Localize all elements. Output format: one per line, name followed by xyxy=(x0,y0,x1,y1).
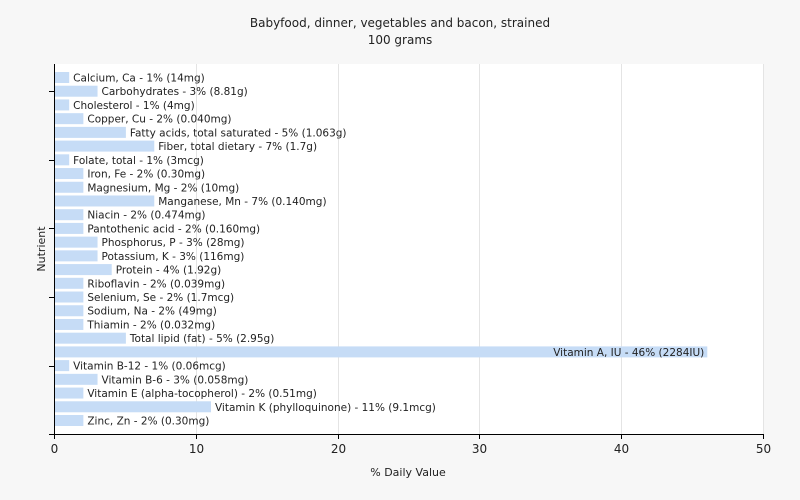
bar xyxy=(55,126,126,138)
bar xyxy=(55,387,84,399)
bar-label: Pantothenic acid - 2% (0.160mg) xyxy=(87,223,260,235)
bar xyxy=(55,85,98,97)
bar xyxy=(55,250,98,262)
bar xyxy=(55,195,155,207)
bar-label: Sodium, Na - 2% (49mg) xyxy=(87,306,216,318)
bar xyxy=(55,415,84,426)
bar xyxy=(55,291,84,303)
bar-label: Vitamin B-12 - 1% (0.06mcg) xyxy=(73,361,226,373)
bar-label: Vitamin E (alpha-tocopherol) - 2% (0.51m… xyxy=(87,388,316,400)
bar-label: Copper, Cu - 2% (0.040mg) xyxy=(87,114,231,126)
x-tick-label: 40 xyxy=(614,442,629,456)
bar xyxy=(55,264,112,276)
bar xyxy=(55,346,708,358)
bar xyxy=(55,360,70,372)
bar xyxy=(55,305,84,317)
grid-lines xyxy=(196,64,764,434)
bar xyxy=(55,181,84,193)
bar-label: Riboflavin - 2% (0.039mg) xyxy=(87,278,225,290)
x-tick-label: 30 xyxy=(472,442,487,456)
bar-label: Fatty acids, total saturated - 5% (1.063… xyxy=(130,127,347,139)
bar-label: Magnesium, Mg - 2% (10mg) xyxy=(87,182,239,194)
bar-label: Cholesterol - 1% (4mg) xyxy=(73,100,194,112)
bar xyxy=(55,318,84,330)
bar-label: Iron, Fe - 2% (0.30mg) xyxy=(87,169,205,181)
chart-subtitle: 100 grams xyxy=(368,33,433,47)
chart-title: Babyfood, dinner, vegetables and bacon, … xyxy=(250,16,550,30)
bar-label: Phosphorus, P - 3% (28mg) xyxy=(102,237,245,249)
bar xyxy=(55,99,70,111)
bar-label: Vitamin K (phylloquinone) - 11% (9.1mcg) xyxy=(215,402,436,414)
bars xyxy=(55,72,708,426)
bar xyxy=(55,236,98,248)
bar-label: Potassium, K - 3% (116mg) xyxy=(102,251,245,263)
bar xyxy=(55,72,70,83)
bar xyxy=(55,401,211,413)
x-tick-label: 10 xyxy=(189,442,204,456)
bar-label: Protein - 4% (1.92g) xyxy=(116,265,222,277)
bar xyxy=(55,140,155,152)
bar-label: Carbohydrates - 3% (8.81g) xyxy=(102,86,248,98)
bar-label: Vitamin A, IU - 46% (2284IU) xyxy=(553,347,704,359)
x-tick-label: 20 xyxy=(331,442,346,456)
bar-label: Vitamin B-6 - 3% (0.058mg) xyxy=(102,374,249,386)
bar xyxy=(55,154,70,166)
bar-label: Thiamin - 2% (0.032mg) xyxy=(86,319,215,331)
bar-label: Folate, total - 1% (3mcg) xyxy=(73,155,204,167)
x-tick-label: 50 xyxy=(756,442,771,456)
plot-area xyxy=(54,64,763,434)
bar xyxy=(55,222,84,234)
bar xyxy=(55,168,84,180)
bar xyxy=(55,113,84,125)
y-axis-label: Nutrient xyxy=(35,226,48,272)
axes: 0 10 20 30 40 50 xyxy=(49,64,771,456)
bar xyxy=(55,332,126,344)
bar-label: Calcium, Ca - 1% (14mg) xyxy=(73,73,205,85)
bar-label: Fiber, total dietary - 7% (1.7g) xyxy=(158,141,317,153)
bar-labels: Calcium, Ca - 1% (14mg)Carbohydrates - 3… xyxy=(73,73,704,428)
bar xyxy=(55,277,84,289)
bar xyxy=(55,373,98,385)
bar-label: Zinc, Zn - 2% (0.30mg) xyxy=(87,416,209,428)
bar-label: Manganese, Mn - 7% (0.140mg) xyxy=(158,196,326,208)
bar xyxy=(55,209,84,221)
x-tick-label: 0 xyxy=(51,442,59,456)
x-axis-label: % Daily Value xyxy=(370,466,446,479)
bar-label: Total lipid (fat) - 5% (2.95g) xyxy=(129,333,274,345)
bar-label: Selenium, Se - 2% (1.7mcg) xyxy=(87,292,234,304)
bar-label: Niacin - 2% (0.474mg) xyxy=(87,210,205,222)
